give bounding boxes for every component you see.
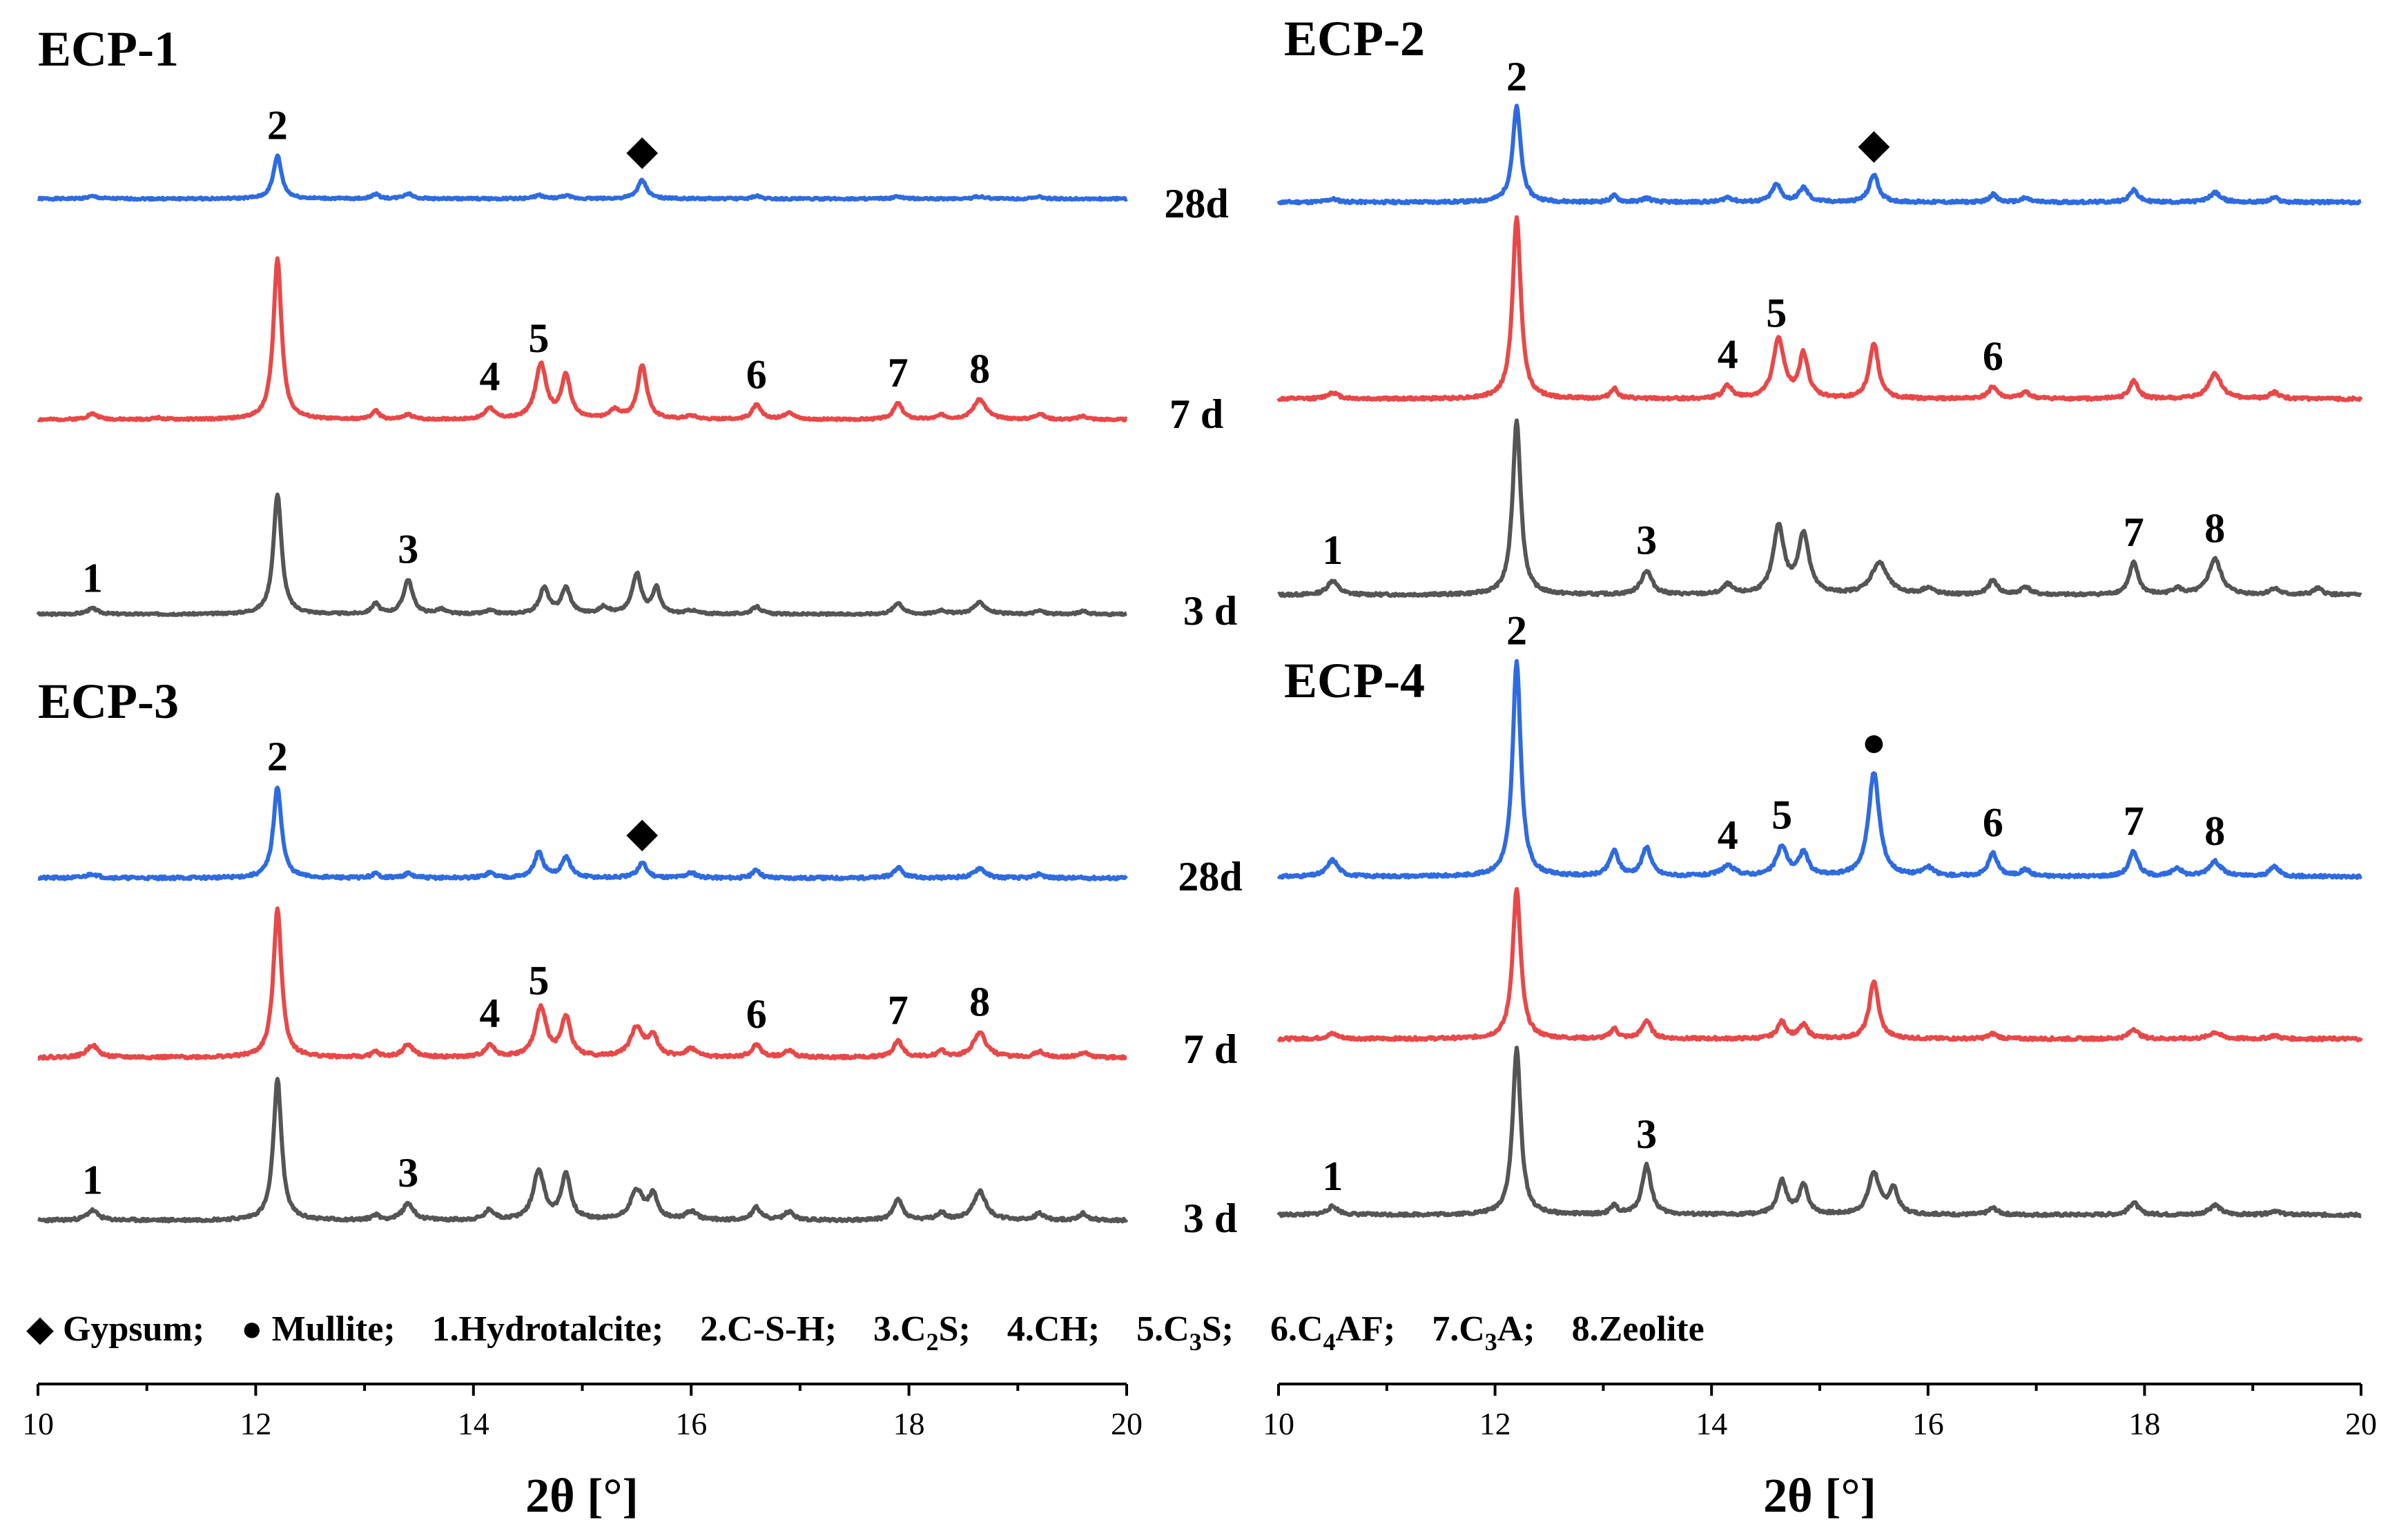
peak-label-ecp-2-7d-4: 4 <box>1718 332 1738 378</box>
peak-label-ecp-4-28d-5: 5 <box>1771 792 1792 838</box>
peak-label-ecp-3-7d-5: 5 <box>528 957 549 1003</box>
peak-label-ecp-3-7d-6: 6 <box>746 991 767 1037</box>
peak-label-ecp-2-3d-8: 8 <box>2204 506 2225 552</box>
panel-title-ecp4: ECP-4 <box>1284 653 1425 708</box>
peak-label-ecp-3-28d-gypsum: ◆ <box>626 810 658 855</box>
legend-c2s-sub: 2 <box>926 1328 939 1356</box>
trace-layer <box>36 104 2363 1224</box>
x-ticks-left: 10 12 14 16 18 20 <box>22 1384 1143 1441</box>
peak-label-ecp-2-3d-1: 1 <box>1322 527 1343 573</box>
peak-label-ecp-3-3d-1: 1 <box>82 1157 103 1202</box>
legend-c2s-post: S; <box>939 1309 971 1349</box>
peak-label-ecp-2-28d-gypsum: ◆ <box>1858 121 1890 167</box>
legend-csh: 2.C-S-H; <box>700 1309 837 1349</box>
ticks-right-label-12: 12 <box>1479 1406 1511 1441</box>
peak-label-ecp-3-3d-3: 3 <box>398 1150 418 1196</box>
age-label-bottom-3d: 3 d <box>1183 1196 1237 1241</box>
ticks-left-label-12: 12 <box>240 1406 271 1441</box>
trace-ecp-4-3d <box>1276 1045 2362 1218</box>
legend-c4af-pre: 6.C <box>1270 1309 1323 1349</box>
legend-c3a-pre: 7.C <box>1432 1309 1485 1349</box>
trace-ecp-1-7d <box>37 256 1128 422</box>
peak-label-ecp-1-7d-8: 8 <box>969 347 990 392</box>
peak-label-ecp-4-28d-4: 4 <box>1718 812 1738 858</box>
trace-ecp-4-28d <box>1276 659 2363 880</box>
legend-c2s-pre: 3.C <box>873 1309 926 1349</box>
peak-label-ecp-1-28d-gypsum: ◆ <box>626 127 658 173</box>
trace-ecp-2-7d <box>1276 215 2363 402</box>
legend-gypsum: Gypsum; <box>63 1309 204 1349</box>
legend-c3a-post: A; <box>1497 1309 1535 1349</box>
ticks-left-label-14: 14 <box>458 1406 489 1441</box>
peak-label-ecp-2-3d-3: 3 <box>1636 518 1657 563</box>
peak-label-ecp-1-3d-3: 3 <box>398 526 418 572</box>
trace-ecp-2-28d <box>1276 104 2362 206</box>
age-label-bottom-28d: 28d <box>1178 854 1242 899</box>
legend-zeolite: 8.Zeolite <box>1572 1309 1704 1349</box>
peak-label-ecp-4-3d-1: 1 <box>1322 1153 1343 1199</box>
panel-title-ecp2: ECP-2 <box>1284 11 1425 66</box>
peak-label-ecp-1-3d-1: 1 <box>82 556 103 601</box>
legend-hydrotalcite: 1.Hydrotalcite; <box>432 1309 664 1349</box>
legend-ch: 4.CH; <box>1007 1309 1100 1349</box>
peak-label-ecp-1-7d-5: 5 <box>528 315 549 361</box>
trace-ecp-3-3d <box>37 1077 1129 1224</box>
ticks-right-label-10: 10 <box>1263 1406 1294 1441</box>
trace-ecp-1-3d <box>36 492 1128 618</box>
peak-label-ecp-1-7d-4: 4 <box>480 354 501 400</box>
peak-label-ecp-4-28d-8: 8 <box>2204 808 2225 854</box>
legend-c4af-sub: 4 <box>1323 1328 1336 1356</box>
legend-mullite-symbol: ● <box>241 1309 262 1349</box>
trace-ecp-1-28d <box>37 153 1128 202</box>
trace-ecp-3-7d <box>37 906 1128 1061</box>
ticks-left-label-18: 18 <box>893 1406 925 1441</box>
ticks-left-label-10: 10 <box>22 1406 54 1441</box>
trace-ecp-4-7d <box>1276 887 2363 1042</box>
ticks-right-label-18: 18 <box>2128 1406 2160 1441</box>
peak-label-ecp-2-7d-5: 5 <box>1766 290 1787 335</box>
legend-c3a-sub: 3 <box>1485 1328 1497 1356</box>
peak-label-ecp-2-3d-7: 7 <box>2124 509 2144 555</box>
trace-ecp-2-3d <box>1277 418 2362 598</box>
age-label-top-3d: 3 d <box>1183 588 1237 634</box>
peak-label-ecp-1-7d-6: 6 <box>746 352 767 398</box>
peak-label-ecp-3-28d-2: 2 <box>267 734 288 779</box>
legend: ◆ Gypsum; ● Mullite; 1.Hydrotalcite; 2.C… <box>26 1309 1704 1356</box>
legend-c4af-post: AF; <box>1336 1309 1396 1349</box>
peak-label-ecp-3-7d-4: 4 <box>480 991 501 1036</box>
peak-label-ecp-4-28d-2: 2 <box>1506 608 1527 654</box>
x-axis-title-left: 2θ [°] <box>525 1470 639 1523</box>
peak-label-ecp-1-7d-7: 7 <box>888 350 909 396</box>
panel-title-ecp1: ECP-1 <box>38 21 179 77</box>
ticks-right-label-14: 14 <box>1696 1406 1727 1441</box>
legend-mullite: Mullite; <box>272 1309 396 1349</box>
x-ticks-right: 10 12 14 16 18 20 <box>1263 1384 2377 1441</box>
peak-label-ecp-4-28d-7: 7 <box>2124 798 2144 844</box>
peak-label-ecp-4-28d-6: 6 <box>1983 799 2003 845</box>
age-label-bottom-7d: 7 d <box>1183 1026 1237 1072</box>
legend-gypsum-symbol: ◆ <box>26 1309 54 1349</box>
peak-label-ecp-1-28d-2: 2 <box>267 103 288 148</box>
peak-label-ecp-3-7d-8: 8 <box>969 979 990 1025</box>
peak-label-ecp-4-3d-3: 3 <box>1636 1111 1657 1157</box>
peak-label-ecp-4-28d-mullite: ● <box>1861 719 1886 765</box>
trace-ecp-3-28d <box>37 786 1129 881</box>
legend-c3s-pre: 5.C <box>1136 1309 1189 1349</box>
ticks-left-label-20: 20 <box>1111 1406 1143 1441</box>
legend-c3s-post: S; <box>1202 1309 1234 1349</box>
ticks-right-label-16: 16 <box>1912 1406 1944 1441</box>
age-label-top-7d: 7 d <box>1169 391 1223 437</box>
peak-label-ecp-2-28d-2: 2 <box>1506 54 1527 99</box>
peak-label-ecp-3-7d-7: 7 <box>888 987 909 1033</box>
ticks-right-label-20: 20 <box>2345 1406 2377 1441</box>
legend-c3s-sub: 3 <box>1189 1328 1202 1356</box>
peak-label-ecp-2-7d-6: 6 <box>1983 333 2003 379</box>
x-axis-title-right: 2θ [°] <box>1763 1470 1876 1523</box>
ticks-left-label-16: 16 <box>675 1406 707 1441</box>
panel-title-ecp3: ECP-3 <box>38 674 179 729</box>
age-label-top-28d: 28d <box>1164 181 1228 226</box>
